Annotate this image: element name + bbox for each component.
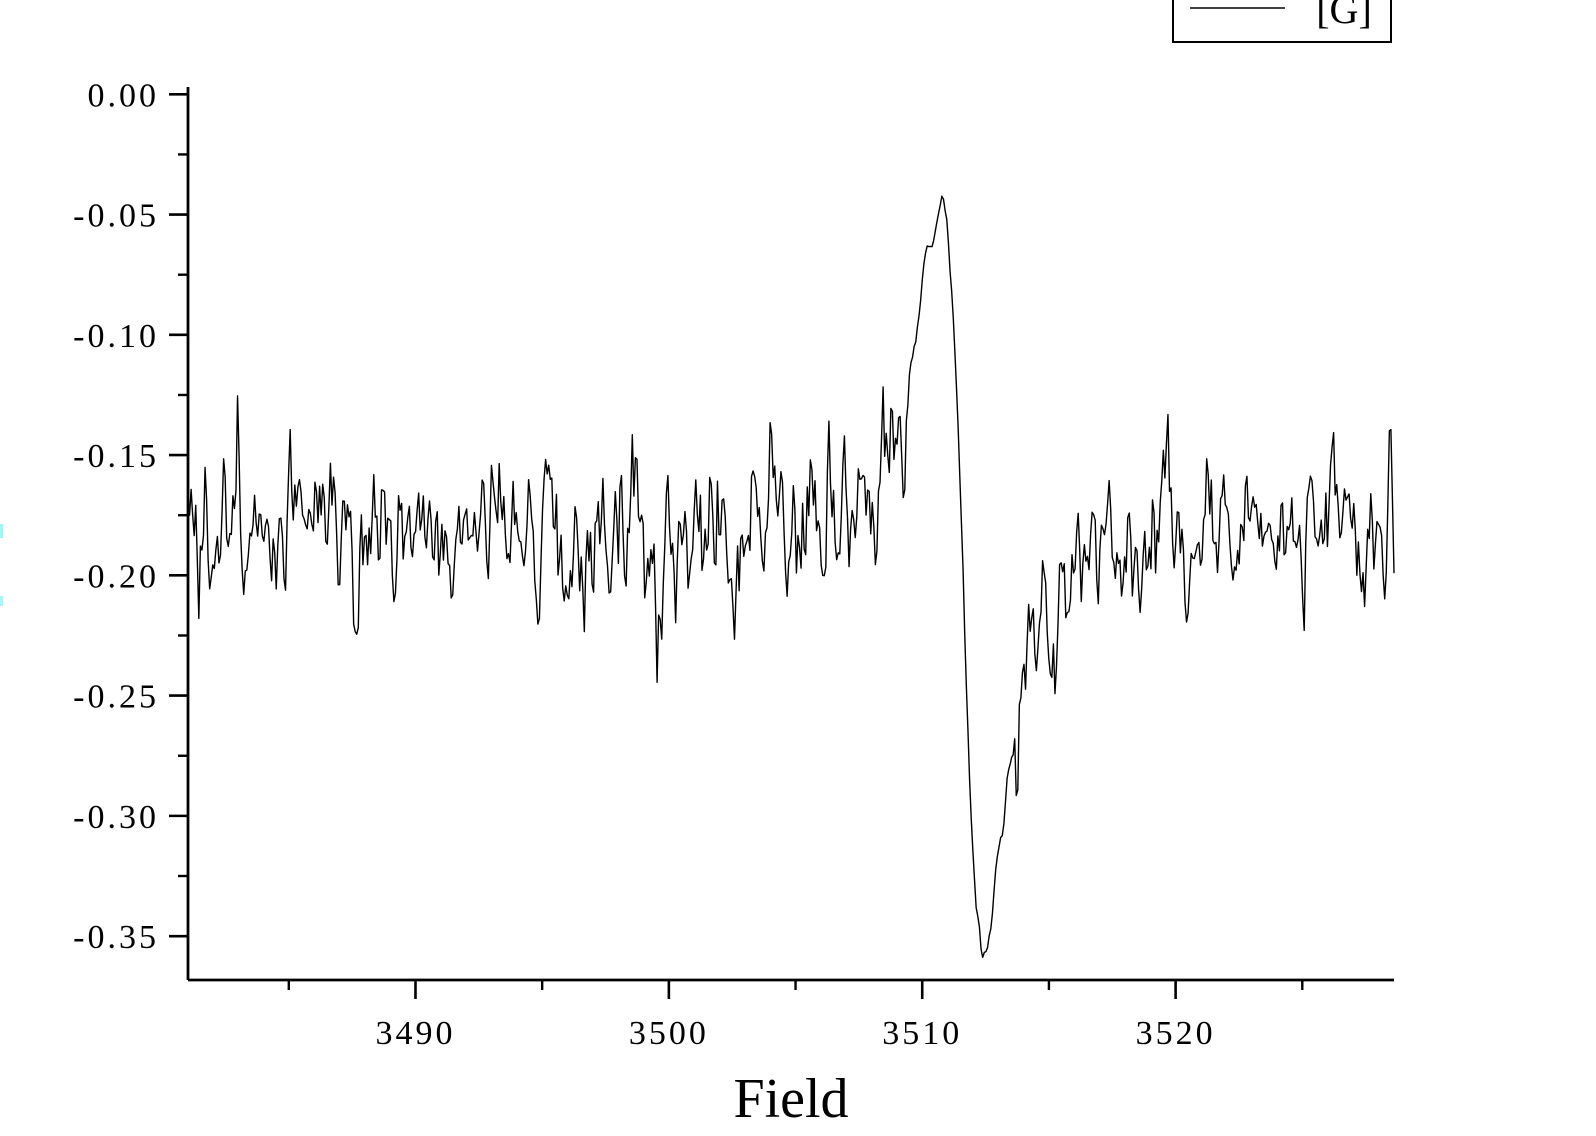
svg-text:3520: 3520 [1136,1015,1216,1052]
svg-text:3510: 3510 [882,1015,962,1052]
svg-text:-0.25: -0.25 [73,679,159,716]
svg-text:-0.10: -0.10 [73,318,159,355]
svg-text:0.00: 0.00 [88,77,160,114]
svg-text:[G]: [G] [1316,0,1372,32]
svg-text:Field: Field [733,1068,848,1130]
svg-text:-0.15: -0.15 [73,438,159,475]
svg-text:3490: 3490 [375,1015,455,1052]
svg-text:3500: 3500 [629,1015,709,1052]
svg-text:-0.30: -0.30 [73,799,159,836]
svg-text:-0.05: -0.05 [73,198,159,235]
svg-text:-0.35: -0.35 [73,919,159,956]
svg-text:-0.20: -0.20 [73,558,159,595]
